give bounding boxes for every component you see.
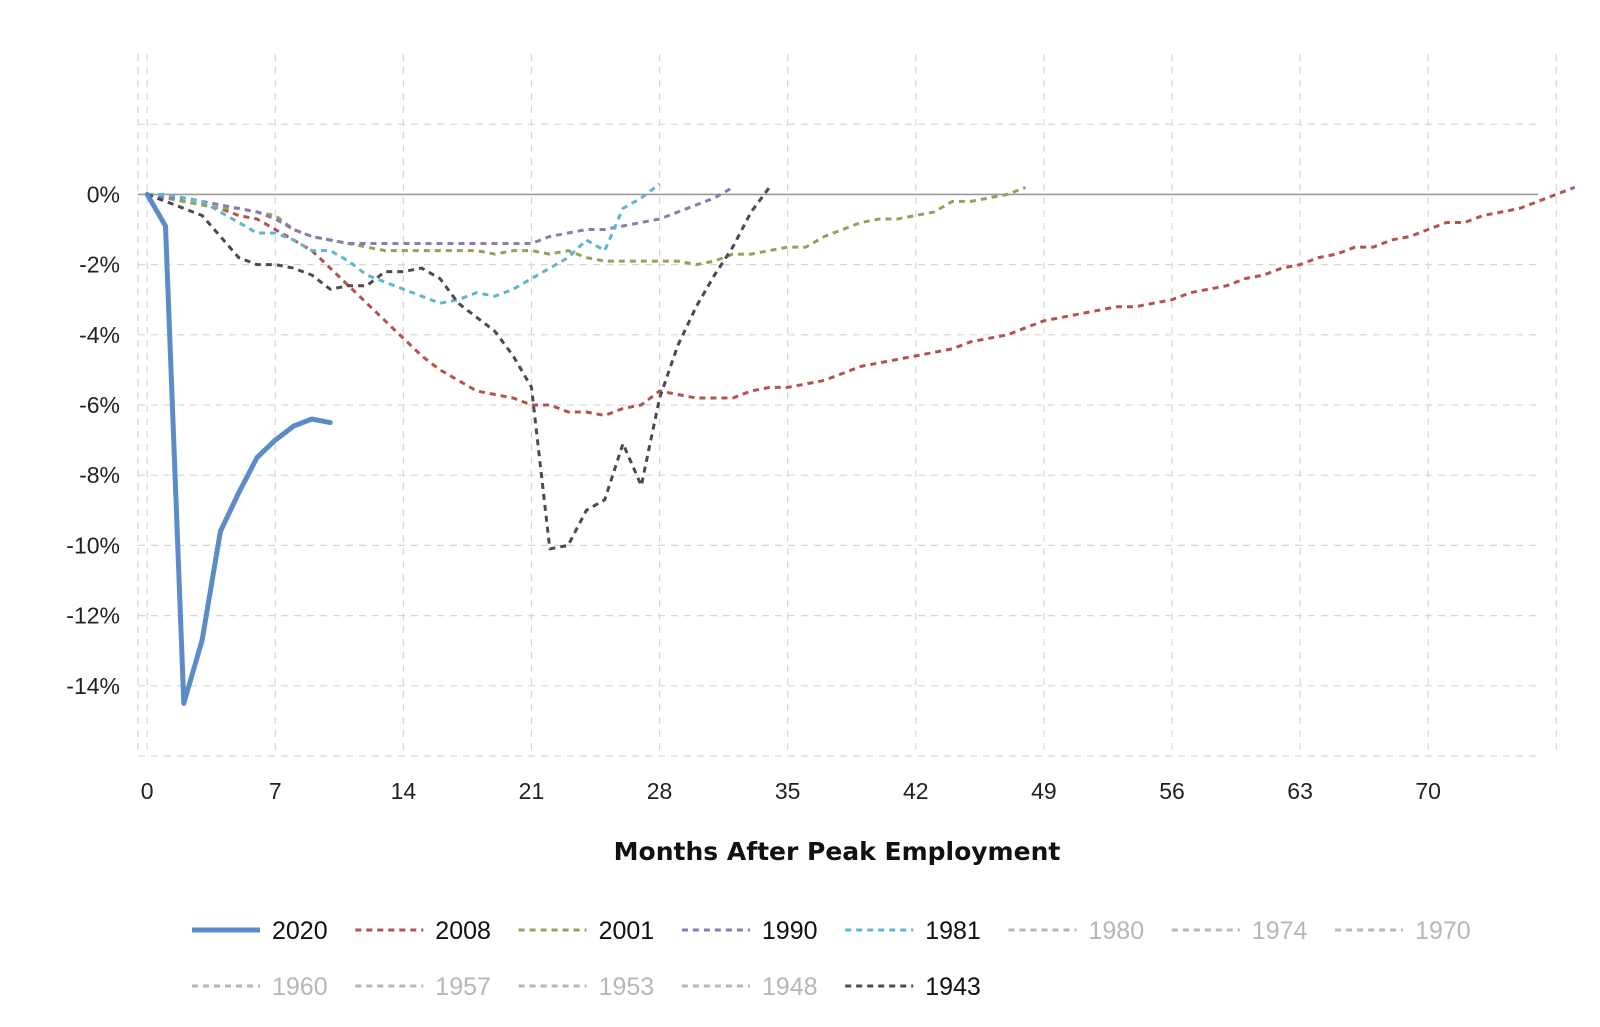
- legend-item-2020[interactable]: 2020: [192, 917, 328, 945]
- x-tick-label: 21: [519, 778, 545, 804]
- legend-item-1960[interactable]: 1960: [192, 973, 328, 1001]
- legend: 2020 2008 2001 1990 1981 1980 1974 1970 1960 1957…: [192, 917, 1471, 1001]
- y-tick-label: -6%: [79, 392, 120, 418]
- y-tick-label: -14%: [66, 673, 120, 699]
- x-tick-label: 35: [775, 778, 801, 804]
- legend-label: 1970: [1415, 917, 1471, 945]
- legend-item-1953[interactable]: 1953: [518, 973, 655, 1001]
- legend-item-1980[interactable]: 1980: [1008, 917, 1145, 945]
- plot-area: [144, 182, 1576, 706]
- legend-label: 2008: [435, 917, 491, 945]
- series-line-1981: [147, 182, 661, 305]
- x-tick-label: 70: [1415, 778, 1441, 804]
- y-tick-label: -12%: [66, 603, 120, 629]
- legend-label: 1981: [925, 917, 981, 945]
- legend-item-1990[interactable]: 1990: [681, 917, 818, 945]
- y-axis: 0% -2% -4% -6% -8% -10% -12% -14%: [66, 181, 120, 698]
- y-tick-label: -2%: [79, 252, 120, 278]
- x-tick-label: 7: [269, 778, 282, 804]
- legend-item-1943[interactable]: 1943: [845, 973, 981, 1001]
- x-tick-label: 49: [1031, 778, 1057, 804]
- x-tick-label: 28: [647, 778, 673, 804]
- legend-item-2008[interactable]: 2008: [355, 917, 491, 945]
- y-tick-label: -10%: [66, 532, 120, 558]
- x-axis-title: Months After Peak Employment: [614, 837, 1061, 866]
- legend-item-2001[interactable]: 2001: [518, 917, 655, 945]
- legend-label: 1953: [599, 973, 655, 1001]
- x-tick-label: 56: [1159, 778, 1185, 804]
- x-tick-label: 14: [391, 778, 417, 804]
- x-tick-label: 63: [1287, 778, 1313, 804]
- legend-label: 1960: [272, 973, 328, 1001]
- legend-label: 1957: [435, 973, 491, 1001]
- x-tick-label: 42: [903, 778, 929, 804]
- legend-item-1974[interactable]: 1974: [1171, 917, 1308, 945]
- series-line-2008: [146, 185, 1576, 417]
- legend-label: 1948: [762, 973, 818, 1001]
- series-line-1990: [146, 186, 734, 245]
- y-tick-label: -4%: [79, 322, 120, 348]
- legend-item-1957[interactable]: 1957: [355, 973, 491, 1001]
- legend-label: 1943: [925, 973, 981, 1001]
- y-tick-label: -8%: [79, 462, 120, 488]
- legend-item-1970[interactable]: 1970: [1335, 917, 1471, 945]
- legend-label: 1974: [1252, 917, 1308, 945]
- x-tick-label: 0: [141, 778, 154, 804]
- x-axis: 0 7 14 21 28 35 42 49 56 63 70: [141, 778, 1441, 804]
- legend-label: 2020: [272, 917, 328, 945]
- legend-item-1981[interactable]: 1981: [845, 917, 981, 945]
- legend-label: 1980: [1089, 917, 1145, 945]
- legend-item-1948[interactable]: 1948: [681, 973, 818, 1001]
- grid: [137, 54, 1557, 757]
- series-line-2001: [146, 185, 1027, 267]
- legend-label: 2001: [599, 917, 655, 945]
- legend-label: 1990: [762, 917, 818, 945]
- y-tick-label: 0%: [87, 181, 120, 207]
- series-line-2020: [144, 191, 333, 706]
